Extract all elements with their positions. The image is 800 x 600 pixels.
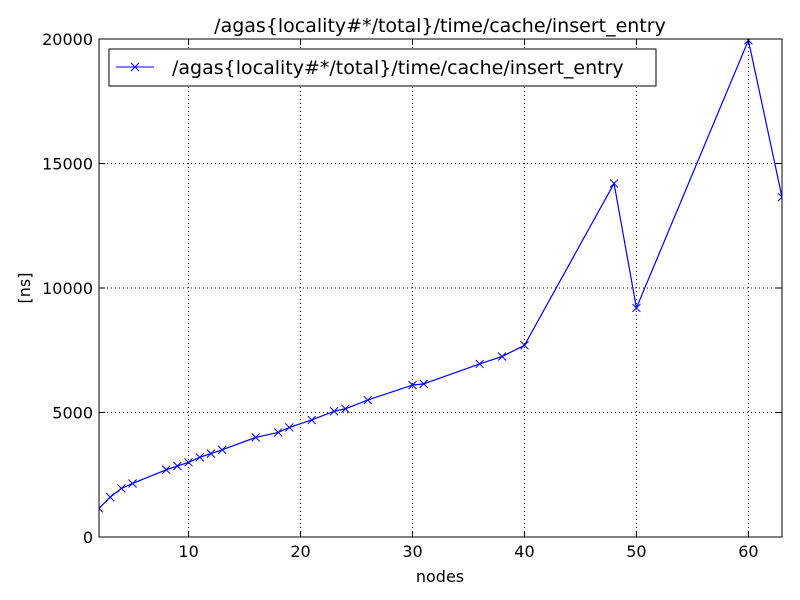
legend-label: /agas{locality#*/total}/time/cache/inser… [172, 57, 624, 79]
data-point [251, 433, 261, 442]
data-point [217, 445, 227, 455]
legend-marker-icon [130, 62, 140, 72]
data-point [117, 484, 126, 493]
y-tick-label: 15000 [42, 155, 93, 174]
data-point [105, 492, 115, 502]
data-point [128, 479, 137, 488]
data-point [777, 192, 782, 202]
x-axis-title: nodes [416, 567, 464, 586]
data-point [632, 303, 641, 313]
y-tick-label: 10000 [42, 279, 93, 298]
data-point [419, 379, 429, 389]
data-point [195, 452, 205, 462]
data-point [408, 380, 417, 390]
y-tick-label: 20000 [42, 30, 93, 49]
x-tick-label: 10 [178, 542, 198, 561]
x-tick-label: 60 [738, 542, 758, 561]
data-point [520, 340, 529, 350]
series-line [99, 39, 782, 509]
data-point [284, 423, 294, 432]
data-point [363, 395, 373, 405]
legend-box [108, 48, 657, 87]
y-axis-title: [ns] [15, 273, 34, 304]
x-tick-label: 30 [402, 542, 422, 561]
y-tick-label: 5000 [52, 404, 93, 423]
data-point [161, 465, 171, 475]
legend-x-marker [130, 62, 140, 72]
y-tick-label: 0 [83, 528, 93, 547]
chart-title: /agas{locality#*/total}/time/cache/inser… [214, 15, 666, 37]
x-tick-label: 50 [626, 542, 646, 561]
data-point [273, 428, 283, 437]
data-point [307, 415, 317, 425]
series-layer [99, 39, 782, 513]
legend: /agas{locality#*/total}/time/cache/inser… [108, 48, 657, 87]
data-point [184, 457, 193, 467]
data-point [99, 504, 104, 513]
x-tick-label: 20 [290, 542, 310, 561]
ticks: 10 20 30 40 50 60 0 5000 10000 15000 20000 [42, 30, 782, 561]
data-point [340, 404, 350, 414]
series-clip-group [99, 39, 782, 513]
data-point [206, 449, 216, 458]
grid [99, 39, 782, 537]
data-point [609, 179, 619, 188]
data-point [173, 461, 182, 471]
x-tick-label: 40 [514, 542, 534, 561]
data-point [329, 406, 339, 416]
data-point [497, 352, 507, 361]
data-point [475, 359, 485, 369]
